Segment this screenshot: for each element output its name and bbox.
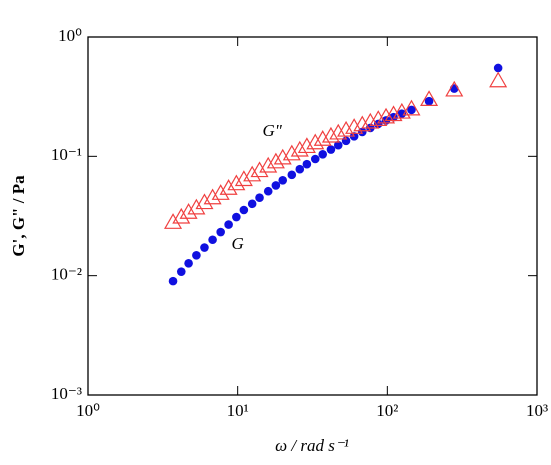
triangle-marker xyxy=(489,71,508,88)
triangle-marker xyxy=(297,137,316,154)
y-tick-label: 10⁻³ xyxy=(51,384,82,403)
y-tick-label: 10⁻¹ xyxy=(51,145,82,164)
triangle-marker xyxy=(195,193,214,210)
x-axis-label: ω / rad s⁻¹ xyxy=(275,436,349,455)
triangle-marker xyxy=(172,207,191,224)
circle-marker xyxy=(192,251,201,260)
triangle-marker xyxy=(337,120,356,137)
triangle-marker xyxy=(361,112,380,129)
circle-marker xyxy=(278,175,288,185)
circle-marker xyxy=(263,186,273,196)
triangle-marker xyxy=(306,133,325,150)
x-tick-label: 10¹ xyxy=(227,401,249,420)
y-axis-label: G', G" / Pa xyxy=(9,175,28,257)
circle-marker xyxy=(200,243,209,252)
triangle-marker xyxy=(179,203,198,219)
circle-marker xyxy=(326,145,336,154)
circle-marker xyxy=(493,63,503,73)
triangle-marker xyxy=(250,161,269,178)
annotation: G xyxy=(232,234,244,253)
triangle-marker xyxy=(376,107,396,124)
circle-marker xyxy=(216,227,225,237)
y-tick-label: 10⁻² xyxy=(51,265,82,284)
triangle-marker xyxy=(219,179,238,195)
triangle-marker xyxy=(369,110,388,126)
x-tick-label: 10² xyxy=(376,401,398,420)
triangle-marker xyxy=(402,99,421,116)
circle-marker xyxy=(239,205,249,215)
triangle-marker xyxy=(164,213,183,229)
circle-marker xyxy=(232,212,241,222)
triangle-marker xyxy=(273,148,292,165)
triangle-marker xyxy=(234,170,253,187)
y-tick-label: 10⁰ xyxy=(58,26,82,45)
triangle-marker xyxy=(227,174,246,191)
circle-marker xyxy=(333,140,343,150)
triangle-marker xyxy=(259,156,278,173)
circle-marker xyxy=(208,235,217,245)
triangle-marker xyxy=(445,80,464,97)
circle-marker xyxy=(271,181,281,190)
triangle-marker xyxy=(345,118,364,134)
plot-frame xyxy=(87,36,538,396)
circle-marker xyxy=(373,119,383,129)
circle-marker xyxy=(184,258,193,268)
triangle-marker xyxy=(243,165,262,182)
triangle-marker xyxy=(329,123,348,140)
circle-marker xyxy=(424,96,434,106)
triangle-marker xyxy=(290,140,309,157)
circle-marker xyxy=(318,150,328,159)
triangle-marker xyxy=(321,126,340,143)
circle-marker xyxy=(247,199,257,209)
triangle-marker xyxy=(313,130,332,146)
triangle-marker xyxy=(420,90,439,106)
triangle-marker xyxy=(211,184,230,200)
triangle-marker xyxy=(203,188,222,205)
circle-marker xyxy=(224,220,233,229)
circle-marker xyxy=(310,154,320,164)
triangle-marker xyxy=(384,105,403,122)
triangle-marker xyxy=(282,144,301,161)
x-tick-label: 10³ xyxy=(526,401,548,420)
circle-marker xyxy=(449,84,459,93)
annotation: G" xyxy=(262,121,282,140)
circle-marker xyxy=(168,276,178,286)
circle-marker xyxy=(176,267,186,276)
circle-marker xyxy=(295,164,305,174)
triangle-marker xyxy=(353,115,372,132)
triangle-marker xyxy=(187,198,206,215)
triangle-marker xyxy=(266,152,285,169)
circle-marker xyxy=(397,109,407,118)
circle-marker xyxy=(287,170,297,180)
circle-marker xyxy=(255,193,264,203)
circle-marker xyxy=(302,159,312,169)
circle-marker xyxy=(407,105,416,115)
x-tick-label: 10⁰ xyxy=(76,401,100,420)
